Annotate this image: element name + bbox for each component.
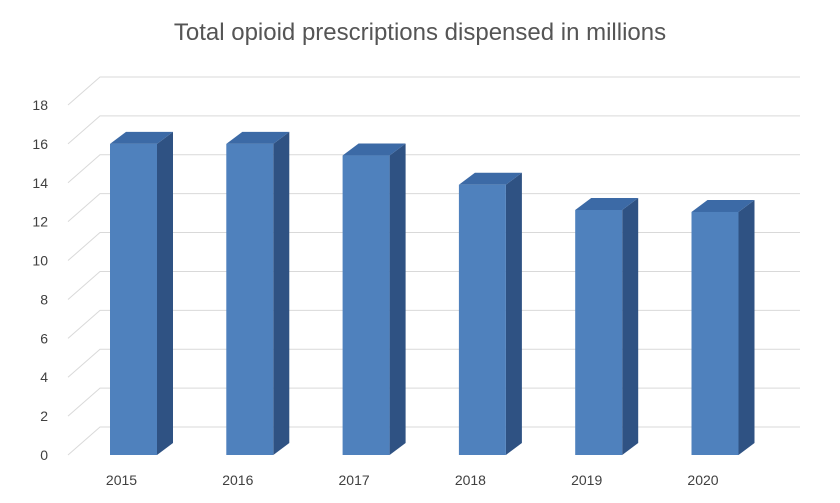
gridline-4 (67, 348, 800, 378)
bar-front-2018 (458, 184, 506, 455)
bar-side-2019 (622, 198, 639, 455)
bar-side-2018 (505, 172, 522, 455)
bar-top-2019 (575, 198, 639, 210)
x-tick-label-2016: 2016 (222, 472, 253, 488)
bar-side-2016 (273, 131, 290, 455)
bar-front-2020 (691, 211, 739, 455)
bar-top-2016 (226, 131, 290, 144)
y-tick-label-14: 14 (32, 175, 48, 191)
y-tick-label-18: 18 (32, 97, 48, 113)
bar-side-2015 (157, 131, 173, 455)
x-axis-category-labels: 2015 2016 2017 2018 2019 2020 (106, 472, 719, 488)
bar-2020 (691, 199, 755, 455)
y-tick-label-0: 0 (40, 447, 48, 463)
bar-2016 (226, 131, 290, 455)
y-tick-label-16: 16 (32, 136, 48, 152)
gridline-12 (67, 193, 800, 223)
gridline-2 (67, 387, 800, 417)
gridline-16 (67, 115, 800, 145)
y-tick-label-12: 12 (32, 214, 48, 230)
chart-title: Total opioid prescriptions dispensed in … (174, 19, 666, 46)
bar-top-2020 (691, 199, 755, 212)
bar-2018 (458, 172, 522, 455)
bar-front-2016 (226, 143, 274, 455)
gridline-10 (67, 232, 800, 261)
y-tick-label-4: 4 (40, 369, 48, 385)
y-axis-tick-labels: 0 2 4 6 8 10 12 14 16 18 (32, 97, 48, 463)
gridline-18 (67, 76, 800, 106)
bar-2019 (575, 198, 639, 455)
bar-front-2015 (110, 143, 157, 455)
x-tick-label-2018: 2018 (455, 472, 486, 488)
bars (110, 131, 755, 456)
gridline-8 (67, 270, 800, 300)
bar-top-2018 (458, 172, 522, 185)
gridlines (67, 76, 800, 456)
bar-front-2017 (342, 155, 390, 456)
y-tick-label-8: 8 (40, 291, 48, 307)
bar-2015 (110, 131, 173, 455)
gridline-14 (67, 154, 800, 184)
y-tick-label-10: 10 (32, 253, 48, 269)
y-tick-label-6: 6 (40, 330, 48, 346)
x-tick-label-2019: 2019 (571, 472, 602, 488)
bar-2017 (342, 143, 406, 456)
bar-side-2017 (389, 143, 406, 456)
bar-side-2020 (738, 199, 755, 455)
x-tick-label-2015: 2015 (106, 472, 137, 488)
x-tick-label-2020: 2020 (687, 472, 718, 488)
y-tick-label-2: 2 (40, 408, 48, 424)
gridline-0 (67, 426, 800, 456)
x-tick-label-2017: 2017 (339, 472, 370, 488)
gridline-6 (67, 309, 800, 339)
bar-top-2015 (110, 131, 173, 144)
bar-top-2017 (342, 143, 406, 156)
bar-front-2019 (575, 210, 623, 455)
